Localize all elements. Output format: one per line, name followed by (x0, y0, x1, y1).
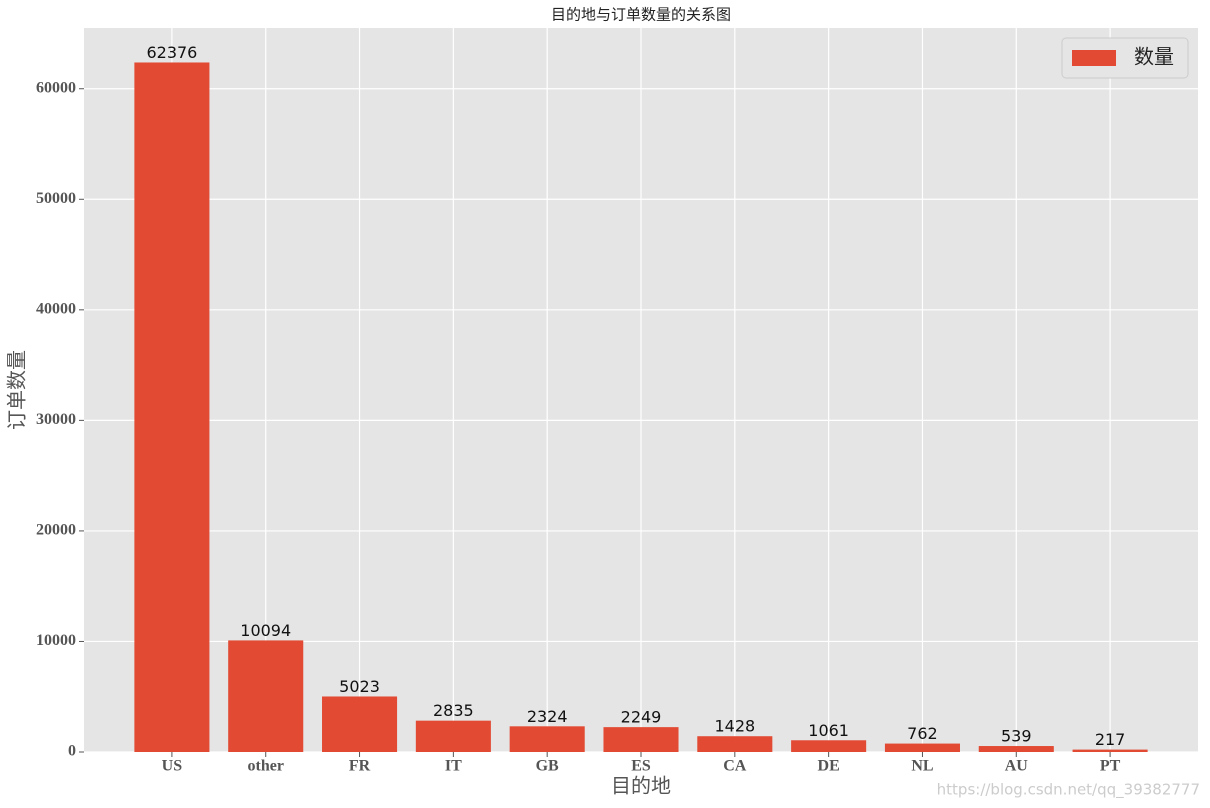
x-tick-label: ES (631, 758, 651, 775)
bar (415, 720, 491, 752)
value-label: 1061 (808, 721, 849, 740)
legend-swatch (1072, 50, 1116, 66)
bar (791, 740, 867, 752)
x-tick-label: PT (1100, 758, 1121, 775)
bar (697, 736, 773, 752)
bar (603, 727, 679, 752)
x-tick-label: other (248, 758, 284, 775)
bar (1072, 749, 1148, 752)
x-tick-label: IT (445, 758, 462, 775)
bar (228, 640, 304, 752)
bar (884, 743, 960, 752)
x-tick-label: AU (1005, 758, 1029, 775)
value-label: 2324 (527, 707, 568, 726)
x-tick-label: CA (723, 758, 747, 775)
watermark: https://blog.csdn.net/qq_39382777 (937, 781, 1200, 800)
value-label: 10094 (240, 621, 291, 640)
value-label: 2835 (433, 701, 474, 720)
x-tick-label: FR (349, 758, 371, 775)
value-label: 762 (907, 724, 938, 743)
x-axis-label: 目的地 (611, 774, 671, 798)
y-tick-label: 50000 (36, 190, 76, 207)
x-tick-label: DE (818, 758, 840, 775)
y-tick-label: 60000 (36, 79, 76, 96)
x-tick-label: GB (536, 758, 559, 775)
y-tick-label: 20000 (36, 522, 76, 539)
value-label: 217 (1095, 730, 1126, 749)
y-tick-label: 0 (68, 743, 76, 760)
chart-title: 目的地与订单数量的关系图 (551, 6, 731, 24)
y-tick-label: 10000 (36, 632, 76, 649)
bar (134, 62, 210, 753)
legend-box (1061, 37, 1189, 79)
value-label: 2249 (621, 708, 662, 727)
x-tick-label: NL (911, 758, 933, 775)
legend-label: 数量 (1134, 45, 1174, 69)
y-tick-label: 30000 (36, 411, 76, 428)
y-axis-label: 订单数量 (5, 350, 29, 430)
value-label: 1428 (714, 717, 755, 736)
y-tick-label: 40000 (36, 301, 76, 318)
value-label: 539 (1001, 727, 1032, 746)
value-label: 5023 (339, 677, 380, 696)
value-label: 62376 (146, 43, 197, 62)
bar (322, 696, 398, 752)
bar (978, 746, 1054, 752)
bar (509, 726, 585, 752)
x-tick-label: US (162, 758, 183, 775)
